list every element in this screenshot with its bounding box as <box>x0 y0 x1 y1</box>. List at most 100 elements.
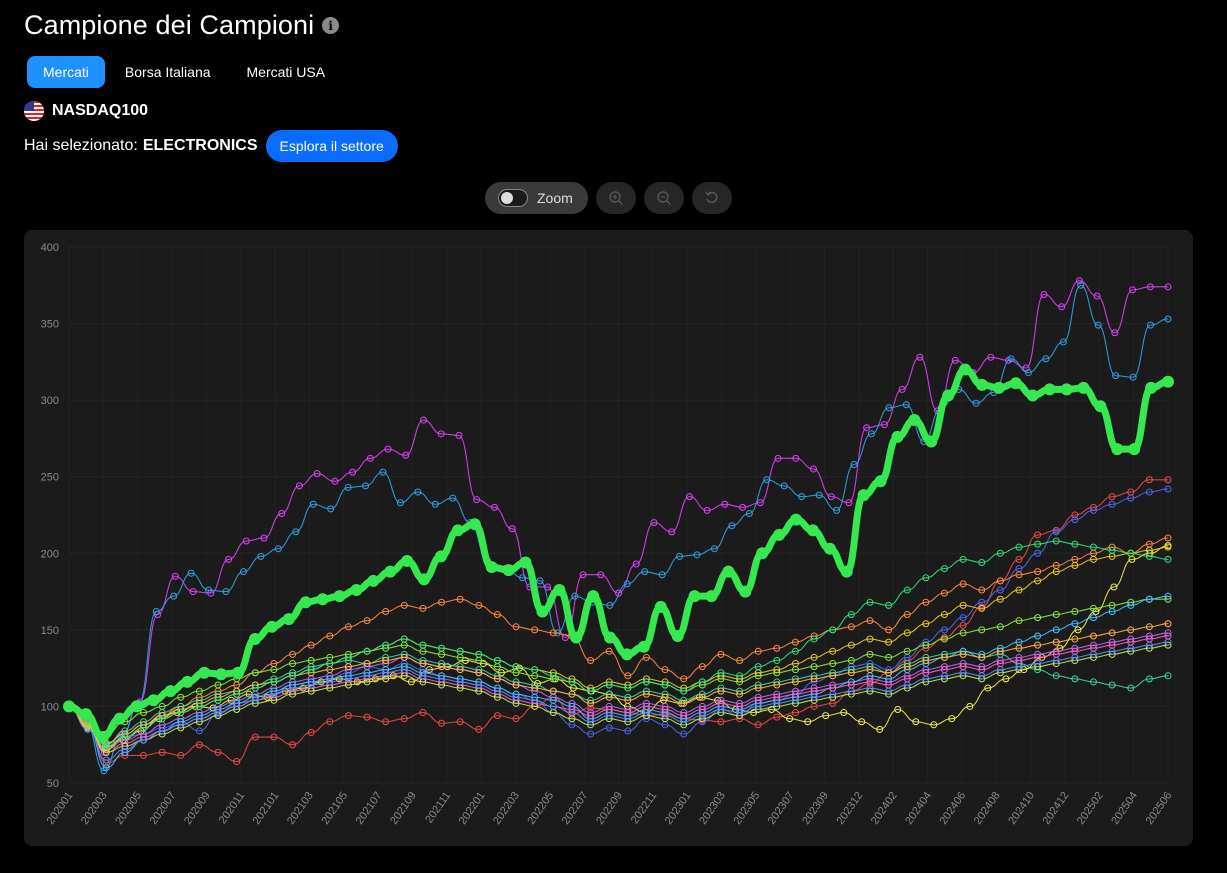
data-point <box>894 705 902 713</box>
data-point <box>344 712 352 720</box>
data-point <box>587 718 595 726</box>
data-point <box>1015 644 1023 652</box>
x-tick-label: 202007 <box>148 790 179 827</box>
data-point <box>940 565 948 573</box>
data-point <box>214 681 222 689</box>
data-point <box>419 709 427 717</box>
data-point <box>222 588 230 596</box>
data-point <box>810 675 818 683</box>
data-point <box>754 684 762 692</box>
data-point <box>251 733 259 741</box>
zoom-switch[interactable] <box>498 189 528 207</box>
data-point <box>96 731 109 744</box>
tab-mercati[interactable]: Mercati <box>27 56 105 88</box>
data-point <box>903 681 911 689</box>
data-point <box>1034 531 1042 539</box>
data-point <box>451 524 464 537</box>
data-point <box>1034 632 1042 640</box>
tab-mercati-usa[interactable]: Mercati USA <box>246 64 326 80</box>
data-point <box>382 718 390 726</box>
data-point <box>1145 675 1153 683</box>
data-point <box>1034 568 1042 576</box>
data-point <box>382 669 390 677</box>
zoom-out-button[interactable] <box>644 182 684 214</box>
data-point <box>382 607 390 615</box>
data-point <box>177 751 185 759</box>
x-tick-label: 202103 <box>285 790 316 827</box>
data-point <box>763 476 771 484</box>
data-point <box>604 631 617 644</box>
data-point <box>722 565 735 578</box>
x-tick-label: 202011 <box>217 790 247 826</box>
data-point <box>289 672 297 680</box>
data-point <box>289 684 297 692</box>
data-point <box>1127 494 1135 502</box>
data-point <box>270 678 278 686</box>
data-point <box>475 650 483 658</box>
data-point <box>863 424 871 432</box>
data-point <box>829 660 837 668</box>
x-tick-label: 202402 <box>869 790 900 827</box>
data-point <box>251 684 259 692</box>
data-point <box>367 574 380 587</box>
info-icon[interactable]: i <box>322 17 340 34</box>
x-tick-label: 202209 <box>594 790 625 827</box>
data-point <box>815 491 823 499</box>
data-point <box>847 669 855 677</box>
zoom-toggle[interactable]: Zoom <box>485 182 588 214</box>
data-point <box>214 748 222 756</box>
data-point <box>867 430 875 438</box>
selection-line: Hai selezionato: ELECTRONICS Esplora il … <box>24 130 398 162</box>
data-point <box>456 666 464 674</box>
data-point <box>972 399 980 407</box>
data-point <box>177 709 185 717</box>
data-point <box>1015 617 1023 625</box>
data-point <box>822 712 830 720</box>
data-point <box>1129 286 1137 294</box>
data-point <box>1110 583 1118 591</box>
x-tick-label: 202207 <box>560 790 591 827</box>
zoom-in-button[interactable] <box>596 182 636 214</box>
x-tick-label: 202404 <box>903 790 934 827</box>
data-point <box>1108 607 1116 615</box>
data-point <box>885 404 893 412</box>
explore-sector-button[interactable]: Esplora il settore <box>265 130 398 162</box>
data-point <box>570 631 583 644</box>
data-point <box>885 626 893 634</box>
data-point <box>1164 315 1172 323</box>
data-point <box>829 672 837 680</box>
data-point <box>705 590 718 603</box>
data-point <box>624 684 632 692</box>
data-point <box>214 709 222 717</box>
data-point <box>996 595 1004 603</box>
data-point <box>549 687 557 695</box>
data-point <box>1060 383 1073 396</box>
data-point <box>232 666 245 679</box>
tab-borsa-italiana[interactable]: Borsa Italiana <box>124 64 211 80</box>
data-point <box>326 678 334 686</box>
data-point <box>233 702 241 710</box>
data-point <box>891 430 904 443</box>
data-point <box>976 378 989 391</box>
data-point <box>798 493 806 501</box>
data-point <box>493 712 501 720</box>
data-point <box>876 725 884 733</box>
data-point <box>587 704 595 712</box>
data-point <box>847 611 855 619</box>
data-point <box>959 555 967 563</box>
data-point <box>456 718 464 726</box>
data-point <box>680 730 688 738</box>
data-point <box>561 634 569 642</box>
data-point <box>1071 620 1079 628</box>
data-point <box>754 702 762 710</box>
reset-zoom-button[interactable] <box>692 182 732 214</box>
data-point <box>948 715 956 723</box>
data-point <box>642 653 650 661</box>
series-path <box>68 641 1169 761</box>
data-point <box>754 721 762 729</box>
data-point <box>791 647 799 655</box>
data-point <box>63 700 75 713</box>
data-point <box>260 534 268 542</box>
data-point <box>438 663 446 671</box>
